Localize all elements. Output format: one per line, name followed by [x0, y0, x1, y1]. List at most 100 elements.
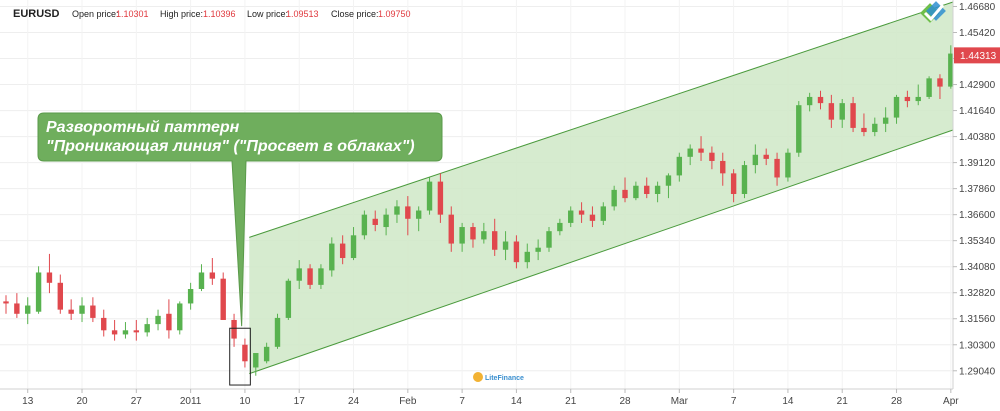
candle-body	[448, 214, 454, 244]
candle-body	[568, 210, 574, 223]
candle-body	[220, 278, 226, 320]
time-tick-label: 24	[348, 396, 360, 407]
candle-body	[948, 53, 954, 87]
candle-body	[144, 324, 150, 333]
candle	[785, 148, 791, 182]
candle	[339, 235, 346, 265]
candle	[481, 222, 487, 244]
candle-body	[904, 96, 911, 102]
candle	[698, 136, 704, 161]
time-tick-label: 21	[837, 396, 849, 407]
candle	[470, 222, 476, 248]
candle-body	[35, 272, 42, 312]
time-tick-label: 7	[731, 396, 737, 407]
candle-body	[14, 303, 20, 314]
candle-body	[730, 173, 737, 194]
candle	[372, 210, 378, 232]
candle	[198, 264, 205, 292]
price-tick-label: 1.42900	[959, 80, 996, 91]
time-tick-label: 7	[459, 396, 465, 407]
time-tick-label: 10	[239, 396, 251, 407]
candle	[861, 113, 867, 137]
candle-body	[926, 78, 932, 97]
candle	[644, 177, 650, 199]
candle	[774, 152, 780, 186]
candle-body	[839, 103, 845, 120]
candle	[730, 169, 737, 203]
candle	[3, 295, 9, 314]
candle	[872, 117, 878, 137]
trend-channel-lower-line	[249, 129, 954, 375]
price-tick-label: 1.46680	[959, 2, 996, 13]
candle-body	[698, 148, 704, 153]
candle-body	[253, 353, 259, 368]
candle-body	[720, 160, 726, 174]
candle-body	[79, 305, 85, 314]
time-tick-label: 21	[565, 396, 577, 407]
candle	[720, 152, 726, 186]
watermark-logo-icon	[473, 372, 483, 382]
open-label: Open price:	[72, 9, 119, 19]
candle	[285, 278, 292, 320]
candle-body	[198, 272, 205, 289]
candle	[578, 202, 585, 223]
candle-body	[394, 206, 400, 215]
candle-body	[915, 96, 921, 102]
candle-body	[415, 210, 422, 219]
close-value: 1.09750	[378, 9, 411, 19]
candle	[155, 309, 161, 331]
candle-body	[383, 214, 389, 228]
candle	[415, 206, 422, 232]
low-label: Low price:	[247, 9, 288, 19]
candle-body	[893, 96, 900, 118]
candle-body	[937, 78, 943, 87]
candle	[589, 206, 596, 228]
candle-body	[209, 272, 216, 279]
candle-body	[676, 156, 683, 176]
candle-body	[806, 96, 813, 106]
candle	[535, 239, 541, 261]
candle	[187, 282, 194, 310]
candle	[405, 196, 411, 236]
candle	[383, 208, 389, 236]
candle-body	[546, 231, 552, 248]
candle-body	[285, 280, 292, 318]
candle	[937, 74, 943, 99]
candle	[741, 160, 748, 199]
time-axis: 13 20 27 2011 10 17 24 Feb 7 14 21 28 Mar 7 14 21 28 Apr	[22, 389, 959, 407]
annotation-callout: Разворотный паттерн "Проникающая линия" …	[37, 112, 443, 327]
candle-body	[426, 181, 433, 211]
candle	[296, 260, 302, 289]
price-tick-label: 1.41640	[959, 106, 996, 117]
candle	[68, 299, 74, 320]
candle	[242, 338, 248, 368]
candle-body	[578, 210, 585, 215]
candle	[35, 266, 42, 314]
price-axis: 1.466801.454201.441601.429001.416401.403…	[953, 2, 996, 377]
candle	[611, 185, 617, 211]
candle	[111, 319, 118, 341]
symbol-label: EURUSD	[13, 8, 60, 20]
trend-channel-upper-line	[249, 1, 954, 238]
price-tick-label: 1.36600	[959, 210, 996, 221]
candle-body	[133, 330, 140, 333]
candle	[665, 173, 672, 199]
candle	[144, 317, 150, 337]
candle-body	[350, 235, 357, 259]
candle	[568, 206, 574, 228]
candle-body	[589, 214, 596, 221]
annotation-line-2: "Проникающая линия" ("Просвет в облаках"…	[46, 138, 415, 155]
candle	[307, 264, 313, 289]
candle	[25, 297, 31, 325]
trend-channel-fill	[249, 2, 953, 374]
candle-body	[459, 227, 465, 244]
candle	[806, 92, 813, 112]
candle	[850, 96, 856, 133]
candle-body	[492, 231, 498, 250]
candle-body	[122, 330, 129, 335]
candle	[14, 293, 20, 318]
candle	[524, 243, 530, 269]
candle	[177, 301, 183, 335]
candle	[948, 45, 954, 89]
candle-body	[177, 303, 183, 331]
